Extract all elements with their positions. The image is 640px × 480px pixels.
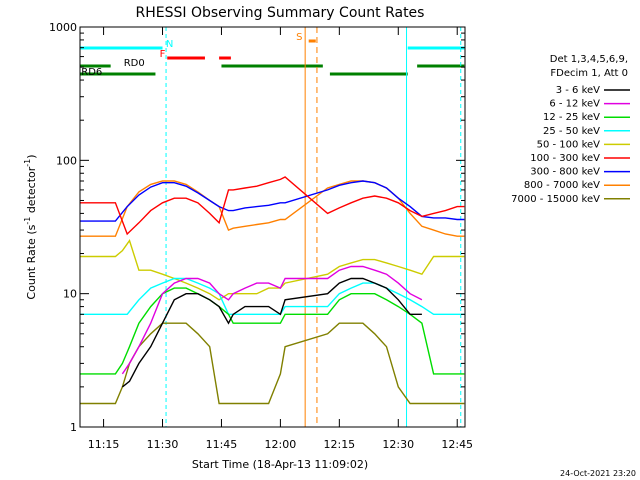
flag-label-3: S <box>296 32 302 43</box>
y-tick-label-3: 1000 <box>49 21 77 34</box>
legend-header-0: Det 1,3,4,5,6,9, <box>550 54 628 65</box>
series-line-7 <box>80 180 465 222</box>
legend-header-1: FDecim 1, Att 0 <box>550 68 628 79</box>
event-lines-layer <box>165 27 462 427</box>
legend-entry-4: 50 - 100 keV <box>537 139 601 150</box>
x-tick-label-5: 12:30 <box>382 438 414 451</box>
legend-entry-2: 12 - 25 keV <box>543 112 600 123</box>
x-tick-label-0: 11:15 <box>88 438 120 451</box>
y-tick-label-2: 100 <box>56 154 77 167</box>
flag-label-1: N <box>166 39 173 50</box>
series-layer <box>80 176 465 405</box>
y-tick-label-1: 10 <box>63 288 77 301</box>
legend: Det 1,3,4,5,6,9, FDecim 1, Att 0 3 - 6 keV… <box>511 54 630 205</box>
legend-entry-7: 800 - 7000 keV <box>524 180 600 191</box>
legend-entry-6: 300 - 800 keV <box>530 167 600 178</box>
axis-ticks: 11:15 11:30 11:45 12:00 12:15 12:30 12:45 1 10 10… <box>49 21 473 451</box>
x-tick-label-2: 11:45 <box>206 438 238 451</box>
series-line-2 <box>121 265 423 375</box>
flag-label-4: RD0 <box>124 58 145 69</box>
series-line-6 <box>80 176 465 236</box>
chart-title: RHESSI Observing Summary Count Rates <box>136 5 425 21</box>
y-axis-label: Count Rate (s-1 detector-1) <box>23 154 38 299</box>
x-tick-label-1: 11:30 <box>147 438 179 451</box>
timestamp: 24-Oct-2021 23:20 <box>560 469 636 478</box>
series-line-3 <box>80 287 465 375</box>
series-line-5 <box>80 239 465 301</box>
legend-entry-5: 100 - 300 keV <box>530 153 600 164</box>
legend-entry-8: 7000 - 15000 keV <box>511 194 600 205</box>
x-tick-label-4: 12:15 <box>323 438 355 451</box>
x-tick-label-3: 12:00 <box>265 438 297 451</box>
flag-label-2: F <box>160 49 166 60</box>
y-tick-label-0: 1 <box>70 421 77 434</box>
x-tick-label-6: 12:45 <box>441 438 473 451</box>
legend-entry-0: 3 - 6 keV <box>556 85 600 96</box>
flag-label-5: RD6 <box>81 67 102 78</box>
flags-layer: NF S RD0 RD6 <box>80 32 465 78</box>
x-axis-label: Start Time (18-Apr-13 11:09:02) <box>192 458 368 471</box>
legend-entry-1: 6 - 12 keV <box>549 99 600 110</box>
series-line-1 <box>121 277 422 388</box>
legend-entry-3: 25 - 50 keV <box>543 126 600 137</box>
series-line-4 <box>80 277 465 315</box>
plot-frame <box>79 26 466 428</box>
